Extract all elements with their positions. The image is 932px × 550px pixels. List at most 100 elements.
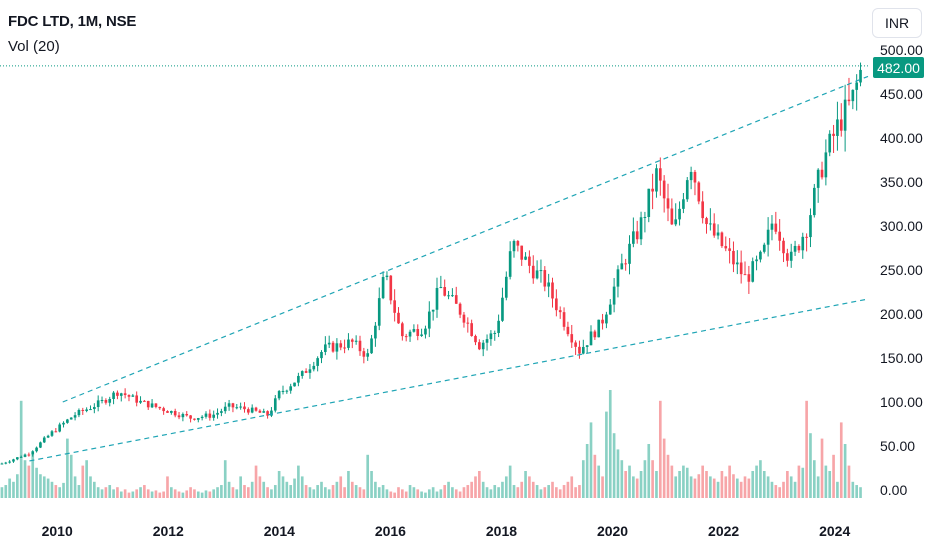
volume-bar (670, 465, 674, 498)
y-tick-label: 100.00 (880, 394, 923, 410)
candle-body (620, 263, 624, 270)
volume-bar (793, 481, 797, 498)
volume-bar (424, 492, 427, 498)
candle-body (581, 346, 585, 354)
volume-bar (46, 478, 50, 498)
candle-body (601, 319, 604, 324)
candle-body (789, 251, 793, 261)
y-tick-label: 300.00 (880, 218, 923, 234)
x-axis[interactable]: 2010 2012 2014 2016 2018 2020 2022 2024 (42, 523, 851, 539)
candle-body (801, 236, 805, 251)
candle-body (89, 409, 92, 411)
volume-bar (651, 460, 654, 498)
volume-bar (739, 481, 743, 498)
volume-bar (69, 454, 73, 498)
candle-body (755, 259, 758, 262)
candle-body (720, 232, 724, 247)
candle-body (512, 241, 516, 252)
volume-bar (805, 400, 808, 498)
volume-bar (431, 487, 435, 498)
volume-bar (597, 465, 601, 498)
candle-body (339, 343, 343, 348)
volume-bar (435, 491, 439, 498)
candle-body (300, 371, 304, 376)
candle-body (674, 219, 678, 225)
candle-body (793, 245, 797, 252)
candle-body (670, 208, 674, 225)
candle-body (404, 336, 408, 338)
volume-bar (820, 438, 824, 498)
volume-bar (266, 487, 269, 498)
volume-bar (404, 491, 408, 498)
candle-body (855, 82, 858, 90)
candle-body (466, 322, 470, 324)
volume-bar (116, 487, 119, 498)
volume-bar (58, 487, 62, 498)
volume-bar (327, 489, 331, 498)
candle-body (593, 331, 597, 338)
candle-body (416, 329, 420, 336)
volume-bar (177, 491, 181, 498)
volume-bar (408, 485, 412, 498)
volume-bar (239, 476, 242, 498)
volume-bar (593, 454, 597, 498)
x-tick-label: 2024 (819, 523, 850, 539)
candle-body (200, 416, 204, 419)
volume-bar (12, 481, 15, 498)
candle-body (616, 269, 620, 287)
volume-bar (531, 481, 535, 498)
volume-bar (855, 485, 858, 498)
candle-body (847, 99, 851, 102)
last-price-tag: 482.00 (873, 57, 924, 78)
volume-bar (243, 485, 246, 498)
candle-body (297, 375, 300, 383)
volume-bar (439, 489, 443, 498)
volume-bar (716, 481, 720, 498)
trendlines[interactable] (29, 75, 869, 462)
candle-body (566, 326, 570, 335)
candle-body (747, 274, 751, 282)
volume-bar (786, 471, 789, 498)
candle-body (774, 223, 778, 232)
candle-body (93, 407, 96, 410)
candle-body (58, 424, 62, 432)
candle-body (508, 251, 512, 277)
candle-body (223, 406, 227, 412)
volume-bar (166, 476, 169, 498)
candle-body (27, 454, 31, 456)
candle-body (770, 223, 774, 230)
symbol-title[interactable]: FDC LTD, 1M, NSE (8, 13, 137, 30)
y-axis[interactable]: 0.00 50.00 100.00 150.00 200.00 250.00 300.00 3… (880, 42, 923, 498)
candle-body (474, 335, 477, 343)
volume-bar (678, 471, 681, 498)
volume-bar (762, 471, 766, 498)
candle-body (739, 262, 743, 275)
volume-bar (759, 460, 762, 498)
volume-bar (689, 476, 693, 498)
volume-bar (293, 478, 296, 498)
volume-bar (185, 490, 189, 498)
candle-body (389, 275, 393, 301)
volume-bar (304, 485, 308, 498)
candle-body (535, 270, 539, 279)
volume-bar (347, 471, 350, 498)
candle-body (843, 99, 847, 131)
candle-body (374, 325, 377, 339)
candle-body (632, 231, 635, 244)
volume-bar (512, 485, 516, 498)
candle-body (558, 310, 562, 313)
candle-body (805, 236, 808, 238)
volume-bar (682, 465, 685, 498)
volume-bar (416, 489, 420, 498)
volume-bar (401, 489, 404, 498)
volume-bar (709, 476, 712, 498)
candle-body (50, 431, 54, 436)
volume-bar (127, 492, 131, 498)
volume-bar (343, 487, 346, 498)
currency-button[interactable]: INR (872, 8, 922, 38)
candle-body (8, 461, 11, 463)
volume-bar (331, 485, 335, 498)
volume-indicator-label[interactable]: Vol (20) (8, 38, 60, 55)
volume-bar (462, 487, 466, 498)
